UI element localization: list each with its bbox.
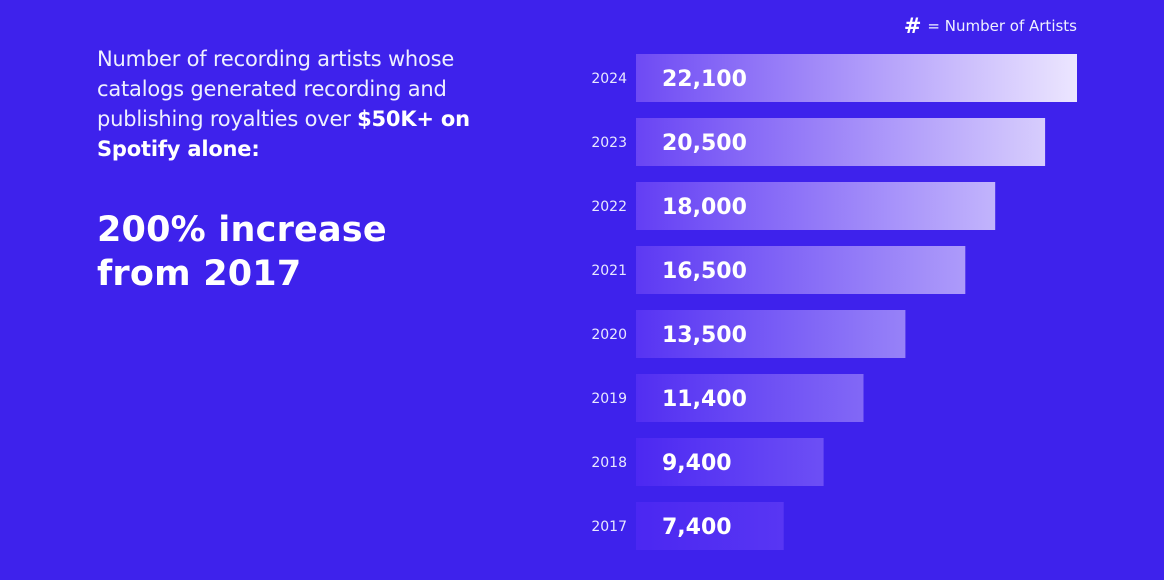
value-label: 16,500 — [662, 259, 747, 284]
year-label: 2024 — [591, 71, 627, 87]
chart-description: Number of recording artists whose catalo… — [97, 44, 537, 164]
bar-2020 — [636, 310, 906, 358]
bar-2023 — [636, 118, 1046, 166]
description-emphasis: $50K+ on Spotify alone: — [97, 107, 470, 161]
value-label: 11,400 — [662, 387, 747, 412]
year-label: 2021 — [591, 263, 627, 279]
legend: # = Number of Artists — [904, 14, 1077, 38]
hash-icon: # — [903, 14, 922, 38]
headline: 200% increase from 2017 — [97, 208, 557, 296]
year-label: 2018 — [591, 455, 627, 471]
legend-text: = Number of Artists — [927, 17, 1077, 35]
description-text: Number of recording artists whose catalo… — [97, 47, 455, 131]
bar-2019 — [636, 374, 864, 422]
headline-line-1: 200% increase — [97, 210, 387, 250]
value-label: 18,000 — [662, 195, 747, 220]
year-label: 2019 — [591, 391, 627, 407]
value-label: 22,100 — [662, 67, 747, 92]
bar-2018 — [636, 438, 824, 486]
year-label: 2023 — [591, 135, 627, 151]
year-label: 2017 — [591, 519, 627, 535]
year-label: 2020 — [591, 327, 627, 343]
year-label: 2022 — [591, 199, 627, 215]
value-label: 20,500 — [662, 131, 747, 156]
bar-2024 — [636, 54, 1077, 102]
value-label: 13,500 — [662, 323, 747, 348]
headline-line-2: from 2017 — [97, 254, 302, 294]
value-label: 7,400 — [662, 515, 732, 540]
bar-2017 — [636, 502, 784, 550]
bar-2021 — [636, 246, 966, 294]
value-label: 9,400 — [662, 451, 732, 476]
bar-2022 — [636, 182, 996, 230]
